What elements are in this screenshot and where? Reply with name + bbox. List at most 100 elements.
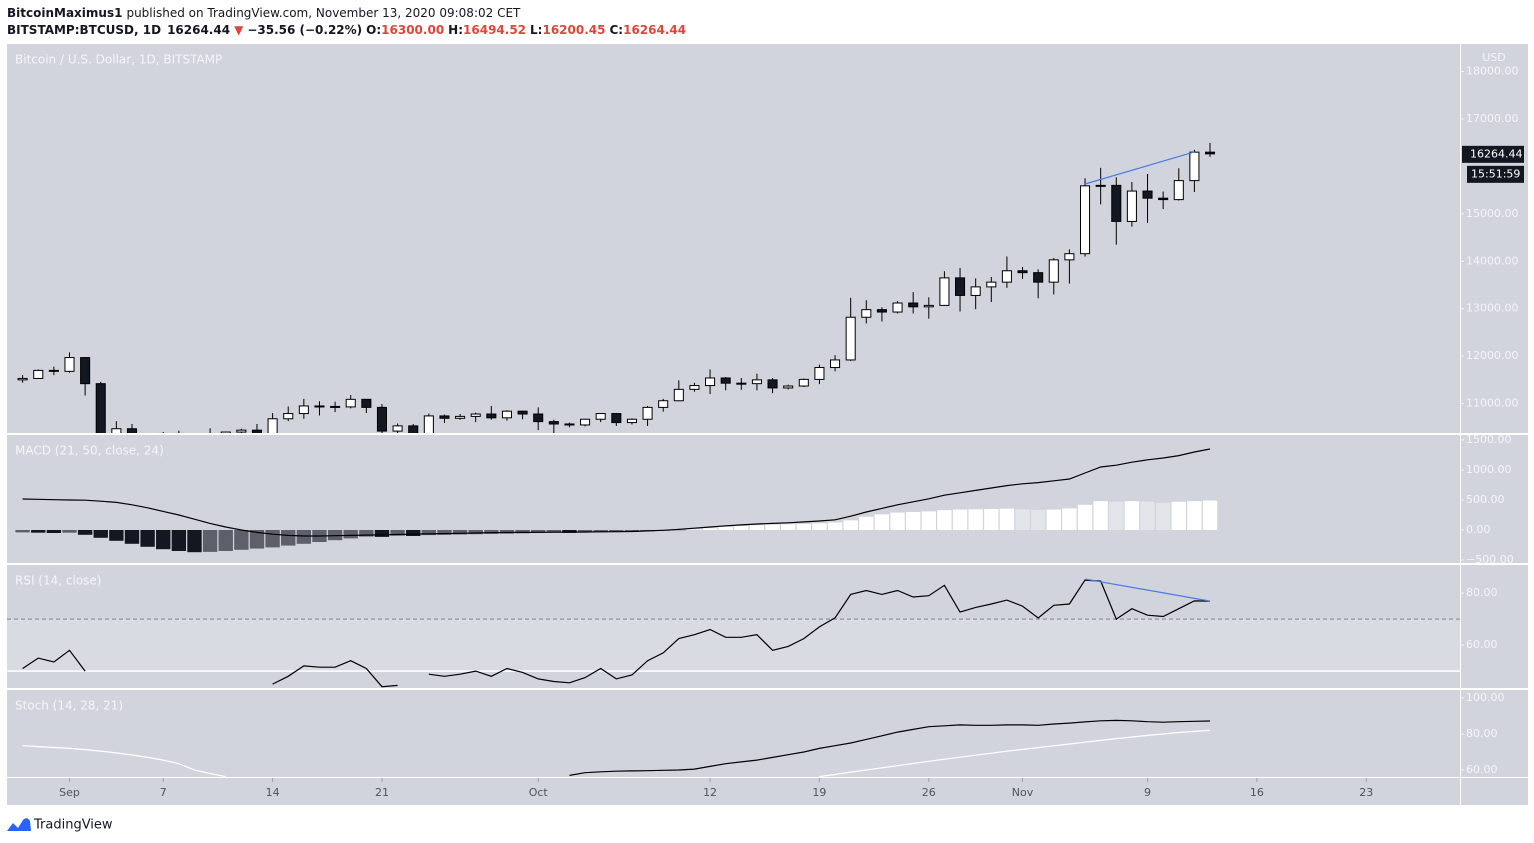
y-tick-label: 100.00: [1466, 691, 1505, 704]
histogram-bar: [624, 529, 640, 532]
candle-body: [1048, 259, 1059, 283]
candle-body: [376, 406, 387, 432]
candle-body: [876, 309, 887, 313]
candle-body: [1064, 253, 1075, 261]
histogram-bar: [187, 529, 202, 553]
candle-body: [236, 429, 247, 433]
candle-body: [986, 281, 997, 288]
pane: [7, 578, 1460, 688]
brand-logo: TradingView: [7, 818, 113, 833]
ohlc-key: C:: [610, 23, 624, 37]
ohlc-value: 16264.44: [623, 23, 686, 37]
y-tick-label: 11000.00: [1466, 397, 1519, 410]
histogram-bar: [359, 529, 374, 537]
candle-body: [626, 418, 637, 424]
ohlc-key: O:: [366, 23, 381, 37]
candle-body: [970, 286, 981, 296]
histogram-bar: [859, 516, 874, 530]
price-label-box: [1462, 145, 1524, 163]
histogram-bar: [1140, 501, 1155, 530]
candle-body: [705, 377, 716, 387]
histogram-bar: [281, 529, 296, 546]
pane: [17, 142, 1216, 433]
candle-body: [48, 369, 59, 372]
histogram-bar: [171, 529, 187, 551]
candle-body: [533, 413, 544, 423]
histogram-bar: [218, 529, 233, 551]
histogram-bar: [765, 524, 780, 530]
candle-body: [17, 377, 28, 381]
candle-body: [486, 413, 497, 419]
histogram-bar: [140, 529, 155, 547]
histogram-bar: [1046, 509, 1061, 530]
histogram-bar: [1030, 509, 1046, 530]
histogram-bar: [827, 522, 843, 530]
candle-body: [1001, 270, 1012, 283]
histogram-bar: [905, 511, 921, 530]
candle-body: [830, 359, 841, 369]
histogram-bar: [952, 509, 968, 530]
series-line: [22, 729, 1211, 777]
symbol-line: BITSTAMP:BTCUSD, 1D 16264.44 ▼ −35.56 (−0.2…: [7, 23, 686, 37]
histogram-bar: [249, 529, 265, 549]
candle-body: [611, 413, 622, 424]
histogram-bar: [843, 520, 858, 530]
histogram-bar: [1062, 508, 1077, 530]
y-tick-label: 60.00: [1466, 638, 1498, 651]
histogram-bar: [562, 529, 577, 533]
countdown-box: [1467, 165, 1524, 183]
x-tick-label: Sep: [59, 786, 80, 799]
candle-body: [470, 413, 481, 417]
candle-body: [283, 413, 294, 420]
candle-body: [1189, 151, 1200, 182]
histogram-bar: [1124, 501, 1140, 530]
pane-title: Bitcoin / U.S. Dollar, 1D, BITSTAMP: [15, 53, 222, 67]
ohlc-value: 16300.00: [381, 23, 444, 37]
candle-body: [361, 398, 372, 408]
histogram-bar: [31, 529, 46, 533]
candle-body: [845, 316, 856, 361]
candle-body: [1111, 184, 1122, 222]
candle-body: [33, 369, 44, 379]
chart-background: [7, 44, 1528, 805]
y-tick-label: 60.00: [1466, 763, 1498, 776]
arrow: ▼: [234, 23, 244, 37]
y-tick-label: −500.00: [1466, 553, 1514, 566]
candle-body: [1204, 151, 1216, 155]
candle-body: [95, 383, 106, 433]
histogram-bar: [296, 529, 312, 544]
histogram-bar: [749, 525, 765, 530]
candle-body: [251, 429, 263, 433]
y-tick-label: 18000.00: [1466, 65, 1519, 78]
change: −35.56 (−0.22%): [247, 23, 362, 37]
histogram-bar: [499, 529, 515, 534]
candle-body: [939, 277, 950, 306]
y-tick-label: 17000.00: [1466, 112, 1519, 125]
histogram-bar: [921, 511, 936, 530]
histogram-bar: [1109, 501, 1124, 530]
histogram-bar: [421, 529, 437, 536]
candle-body: [64, 357, 75, 372]
pane: [22, 719, 1211, 777]
histogram-bar: [1155, 502, 1171, 530]
candle-body: [955, 277, 966, 296]
candle-body: [720, 377, 731, 384]
candle-body: [658, 400, 669, 408]
y-tick-label: 15000.00: [1466, 207, 1519, 220]
candle-body: [392, 425, 403, 432]
candle-body: [267, 418, 278, 433]
y-tick-label: 14000.00: [1466, 254, 1519, 267]
histogram-bar: [327, 529, 343, 541]
candle-body: [517, 410, 528, 415]
histogram-bar: [1015, 509, 1030, 530]
candle-body: [314, 405, 325, 408]
ohlc-key: H:: [448, 23, 463, 37]
histogram-bar: [796, 523, 811, 530]
symbol: BITSTAMP:BTCUSD, 1D: [7, 23, 161, 37]
ohlc-key: L:: [530, 23, 542, 37]
histogram-bar: [265, 529, 280, 548]
y-tick-label: 500.00: [1466, 493, 1505, 506]
histogram-bar: [1093, 501, 1108, 530]
histogram-bar: [109, 529, 124, 541]
histogram-bar: [890, 512, 905, 530]
